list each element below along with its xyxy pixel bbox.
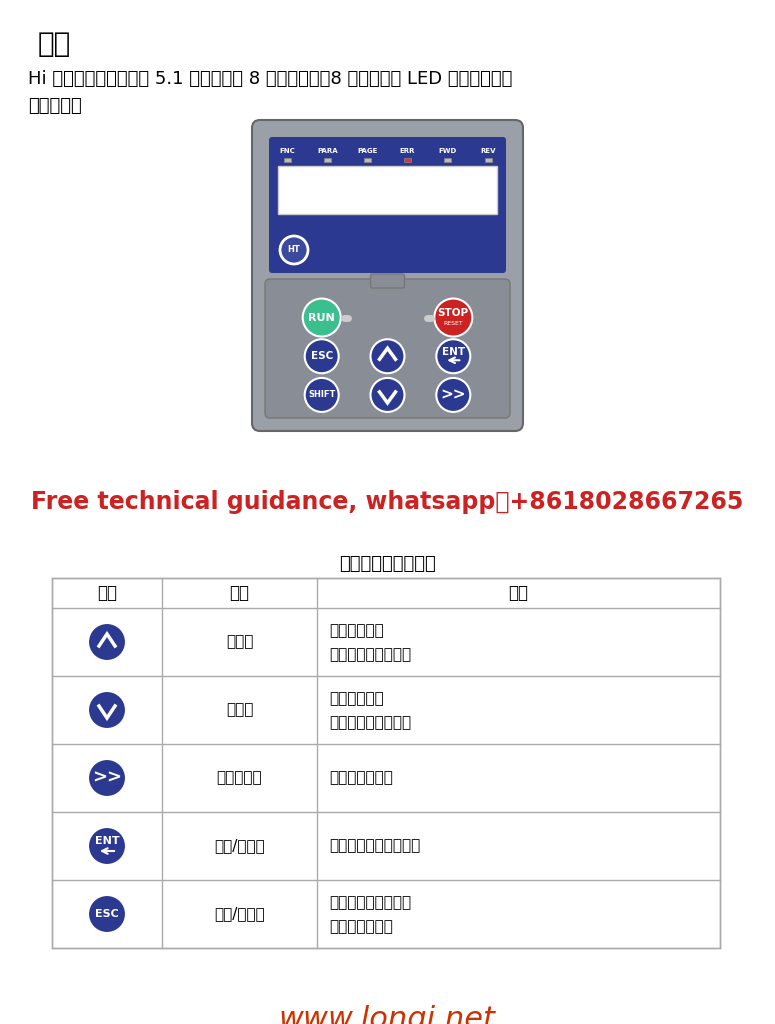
Text: 选择参数代号: 选择参数代号 <box>329 691 384 707</box>
Text: SHIFT: SHIFT <box>308 390 336 399</box>
Text: 减小键: 减小键 <box>226 702 253 718</box>
Text: PARA: PARA <box>317 148 338 154</box>
Bar <box>364 158 371 162</box>
Text: 退出回到前一个状态: 退出回到前一个状态 <box>329 896 411 910</box>
Text: 后退/取消键: 后退/取消键 <box>214 906 265 922</box>
Polygon shape <box>392 252 503 270</box>
Text: 修改设定值（增加）: 修改设定值（增加） <box>329 647 411 663</box>
Bar <box>404 158 411 162</box>
Text: 界面: 界面 <box>38 30 71 58</box>
Text: >>: >> <box>440 387 466 402</box>
Text: REV: REV <box>480 148 496 154</box>
Text: FWD: FWD <box>439 148 457 154</box>
Text: FNC: FNC <box>279 148 294 154</box>
Text: 回车/确认键: 回车/确认键 <box>214 839 265 853</box>
Text: 按键图标及功能说明: 按键图标及功能说明 <box>339 555 436 573</box>
Text: 选择参数代号: 选择参数代号 <box>329 624 384 639</box>
Circle shape <box>436 339 470 373</box>
Text: 名称: 名称 <box>229 584 250 602</box>
Text: ENT: ENT <box>442 347 465 357</box>
Circle shape <box>88 759 126 797</box>
Circle shape <box>88 827 126 865</box>
Text: PAGE: PAGE <box>357 148 377 154</box>
Text: ERR: ERR <box>400 148 415 154</box>
Text: 选择数值的数位: 选择数值的数位 <box>329 770 393 785</box>
Circle shape <box>280 236 308 264</box>
Circle shape <box>370 378 405 412</box>
Text: RESET: RESET <box>443 322 463 326</box>
Text: ESC: ESC <box>95 909 119 919</box>
Circle shape <box>434 299 472 337</box>
Bar <box>278 166 497 214</box>
Text: HT: HT <box>288 246 301 255</box>
Text: Hi 驱动器操作面板如图 5.1 所示，包含 8 个操作按键，8 个状态显示 LED 灯，显示区为: Hi 驱动器操作面板如图 5.1 所示，包含 8 个操作按键，8 个状态显示 L… <box>28 70 512 88</box>
Circle shape <box>305 339 339 373</box>
Bar <box>484 158 491 162</box>
Text: 修改设定值（减小）: 修改设定值（减小） <box>329 716 411 730</box>
FancyBboxPatch shape <box>265 279 510 418</box>
Circle shape <box>88 895 126 933</box>
Text: 按键: 按键 <box>97 584 117 602</box>
Bar <box>284 158 291 162</box>
Circle shape <box>88 691 126 729</box>
FancyBboxPatch shape <box>269 137 506 273</box>
Text: >>: >> <box>92 769 122 787</box>
Text: ENT: ENT <box>95 836 119 846</box>
Text: 切换版本和页面: 切换版本和页面 <box>329 920 393 935</box>
Bar <box>324 158 331 162</box>
Bar <box>444 158 451 162</box>
Circle shape <box>436 378 470 412</box>
Text: ESC: ESC <box>311 351 332 361</box>
Text: STOP: STOP <box>438 307 469 317</box>
Text: RUN: RUN <box>308 312 335 323</box>
Text: 功能: 功能 <box>508 584 529 602</box>
Circle shape <box>88 623 126 662</box>
Text: www.longi.net: www.longi.net <box>278 1005 495 1024</box>
Circle shape <box>370 339 405 373</box>
FancyBboxPatch shape <box>252 120 523 431</box>
Text: Free technical guidance, whatsapp：+8618028667265: Free technical guidance, whatsapp：+86180… <box>31 490 743 514</box>
Circle shape <box>303 299 341 337</box>
Circle shape <box>305 378 339 412</box>
Text: 确定参数值及进入菜单: 确定参数值及进入菜单 <box>329 839 420 853</box>
Text: 位数码管。: 位数码管。 <box>28 97 81 115</box>
FancyBboxPatch shape <box>370 274 405 288</box>
Text: 增加键: 增加键 <box>226 635 253 649</box>
Text: 数位切换键: 数位切换键 <box>217 770 262 785</box>
Bar <box>52 578 720 948</box>
